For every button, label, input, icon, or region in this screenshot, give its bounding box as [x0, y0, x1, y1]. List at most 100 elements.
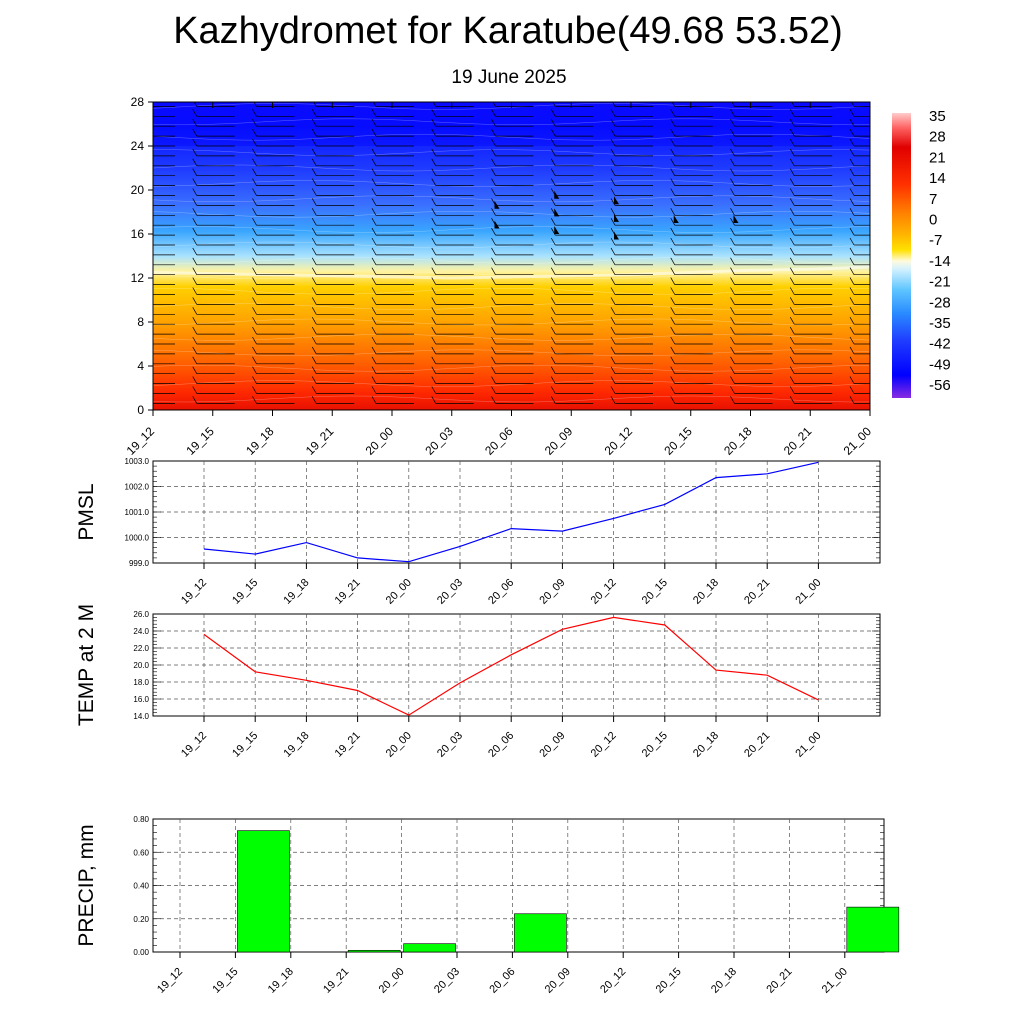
wind-barb-flag	[730, 267, 735, 275]
wind-barb-flag	[373, 102, 377, 107]
wind-barb-flag	[730, 297, 735, 305]
wind-barb-flag	[550, 336, 556, 345]
wind-barb-flag	[192, 396, 198, 404]
wind-barb-flag	[789, 287, 795, 295]
wind-barb-flag	[491, 277, 496, 285]
precip-panel: 0.00 0.20 0.40 0.60 0.80 19_12 19_15 19_18 19_21…	[133, 815, 900, 996]
wind-barb-flag	[252, 267, 257, 275]
x-tick-label: 20_21	[742, 577, 772, 607]
wind-barb-flag	[789, 119, 795, 127]
x-tick-label: 19_15	[230, 577, 260, 607]
wind-pennant	[554, 208, 560, 217]
wind-barb-flag	[371, 326, 377, 335]
contour-line	[153, 226, 870, 233]
colorbar-label: -56	[929, 377, 951, 394]
wind-barb-flag	[311, 109, 317, 117]
y-tick-label: 8	[137, 315, 144, 329]
y-tick-label: 16	[131, 227, 145, 241]
wind-barb-flag	[371, 188, 377, 196]
contour-line	[153, 149, 870, 156]
chart-title: Kazhydromet for Karatube(49.68 53.52)	[173, 10, 843, 52]
wind-barb-flag	[670, 287, 676, 295]
wind-barb-flag	[610, 307, 616, 315]
wind-barb-flag	[849, 119, 855, 127]
x-tick-label: 20_15	[640, 730, 670, 760]
wind-barb-flag	[610, 336, 616, 345]
contour-line	[153, 349, 870, 357]
wind-barb-flag	[610, 168, 616, 176]
wind-barb-flag	[252, 198, 257, 206]
y-tick-label: 20	[131, 183, 145, 197]
wind-barb-flag	[491, 356, 496, 364]
wind-barb-flag	[670, 366, 676, 374]
y-tick-label: 1003.0	[125, 457, 150, 466]
wind-barb-flag	[789, 307, 795, 315]
wind-barb-flag	[849, 267, 855, 275]
wind-pennant	[554, 226, 560, 234]
colorbar-label: 28	[929, 129, 946, 146]
x-tick-label: 19_12	[124, 424, 158, 458]
wind-barb-flag	[670, 346, 676, 355]
wind-barb-flag	[610, 138, 616, 147]
wind-barb-flag	[192, 386, 198, 394]
wind-barb-flag	[849, 128, 855, 137]
wind-barb-flag	[192, 178, 198, 186]
wind-barb-flag	[789, 386, 795, 394]
colorbar-label: 35	[929, 108, 946, 125]
x-tick-label: 20_21	[781, 424, 815, 458]
wind-pennant	[494, 220, 500, 229]
precip-bar	[237, 830, 290, 953]
x-tick-label: 20_12	[598, 966, 628, 996]
wind-barb-flag	[849, 237, 855, 246]
wind-barb-flag	[252, 138, 257, 147]
wind-barb-flag	[610, 356, 616, 364]
wind-barb-flag	[610, 346, 616, 355]
contour-line	[153, 210, 870, 218]
wind-barb-flag	[730, 168, 735, 176]
panel-frame	[152, 460, 881, 564]
wind-barb-flag	[133, 129, 137, 136]
wind-barb-flag	[371, 307, 377, 315]
precip-bar	[846, 906, 900, 953]
wind-barb-flag	[431, 336, 437, 345]
wind-barb-flag	[133, 208, 137, 215]
wind-barb-flag	[730, 257, 735, 265]
wind-barb-flag	[849, 168, 855, 176]
colorbar-label: -7	[929, 232, 942, 249]
wind-barb-flag	[253, 102, 257, 107]
wind-barb-flag	[431, 188, 437, 196]
wind-barb-flag	[610, 376, 616, 384]
wind-barb-flag	[789, 148, 795, 157]
wind-barb-flag	[849, 158, 855, 166]
wind-barb-flag	[730, 346, 735, 355]
wind-barb-flag	[192, 346, 198, 355]
wind-pennant	[494, 200, 500, 209]
wind-barb-flag	[371, 208, 377, 216]
wind-barb-flag	[193, 102, 198, 107]
wind-barb-flag	[431, 158, 437, 166]
contour-line	[153, 272, 870, 280]
wind-barbs	[133, 102, 870, 404]
x-tick-label: 21_00	[793, 577, 823, 607]
wind-barb-flag	[610, 287, 616, 295]
wind-barb-flag	[252, 247, 257, 256]
wind-barb-flag	[431, 257, 437, 265]
contour-line	[153, 364, 870, 372]
wind-barb-flag	[730, 247, 735, 256]
wind-barb-flag	[311, 277, 317, 285]
wind-barb-flag	[789, 188, 795, 196]
wind-barb-flag	[192, 218, 198, 226]
wind-barb-flag	[133, 347, 137, 354]
wind-barb-flag	[491, 366, 496, 374]
wind-barb-flag	[789, 336, 795, 345]
wind-barb-flag	[252, 376, 257, 384]
x-tick-label: 20_21	[764, 966, 794, 996]
x-tick-label: 20_12	[589, 577, 619, 607]
x-tick-label: 19_21	[333, 730, 363, 760]
wind-barb-flag	[431, 198, 437, 206]
panel-frame	[152, 613, 881, 717]
wind-barb-flag	[192, 307, 198, 315]
x-tick-label: 20_03	[435, 730, 465, 760]
wind-barb-flag	[491, 148, 496, 157]
y-tick-label: 12	[131, 271, 145, 285]
